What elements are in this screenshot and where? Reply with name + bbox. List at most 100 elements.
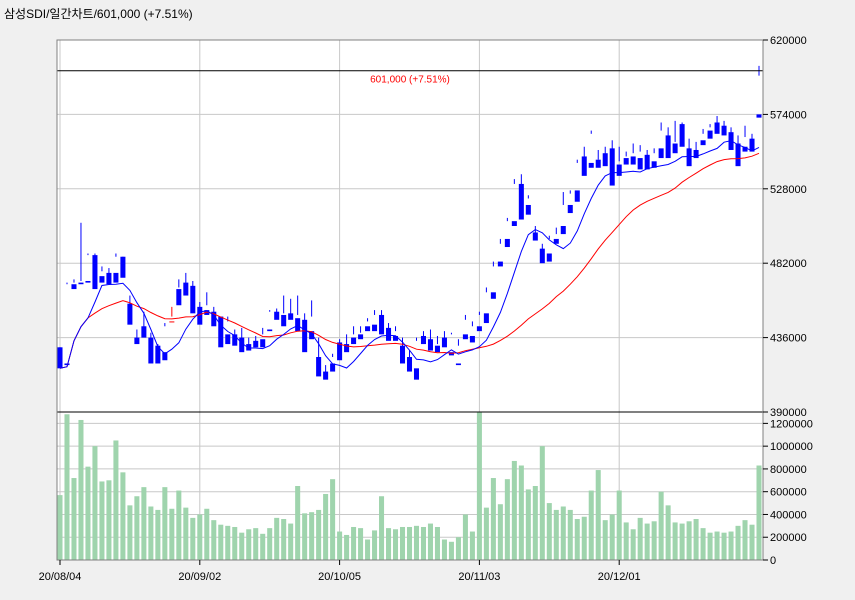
volume-bar [546,503,552,560]
candle-body [218,316,224,348]
candle-body [756,114,762,118]
volume-bar [420,526,426,560]
candle-body [190,285,196,314]
volume-bar [309,512,315,560]
candle-body [749,138,755,152]
candle-body [469,335,475,343]
candle-body [232,334,238,346]
volume-bar [518,465,524,560]
volume-tick-label: 0 [770,555,776,567]
volume-bar [232,526,238,560]
volume-bar [113,440,119,560]
volume-bar [469,531,475,560]
candle-body [267,329,273,332]
volume-bar [553,509,559,560]
candle-body [672,143,678,154]
candle-body [260,339,266,348]
volume-bar [560,506,566,560]
candle-body [288,313,294,320]
candle-body [239,337,245,353]
volume-bar [204,508,210,560]
candle-body [686,148,692,167]
volume-tick-label: 800000 [770,464,807,476]
volume-bar [595,470,601,560]
candle-body [211,311,217,327]
candle-body [574,190,580,202]
candle-body [476,326,482,332]
volume-bar [225,525,231,560]
price-tick-label: 390000 [770,407,807,419]
volume-bar [239,532,245,560]
volume-bar [281,519,287,560]
candle-body [623,158,629,165]
volume-bar [190,517,196,560]
candle-body [651,161,657,168]
candle-body [281,314,287,327]
volume-bar [120,472,126,560]
volume-bar [630,529,636,560]
candle-body [176,289,182,306]
volume-bar [707,532,713,560]
volume-axis: 1200000 1000000 800000 600000 400000 200000 0 [763,418,813,567]
volume-bar [260,533,266,560]
candle-body [106,272,112,285]
volume-bar [532,486,538,560]
volume-bar [644,523,650,560]
candle-body [700,140,706,146]
volume-bar [616,490,622,560]
candle-body [85,280,91,283]
candle-body [462,334,468,340]
candle-body [658,148,664,159]
candle-body [225,334,231,345]
candle-body [141,326,147,338]
volume-bar [351,526,357,560]
volume-bar [434,526,440,560]
moving-average-short [59,140,760,369]
candle-body [616,164,622,176]
volume-bar [602,520,608,560]
candle-body [134,337,140,345]
candle-body [602,153,608,167]
volume-bar [448,541,454,560]
volume-bar [693,519,699,560]
candle-body [246,344,252,351]
candle-body [665,135,671,159]
volume-bar [581,516,587,560]
candle-body [553,238,559,244]
volume-bar [64,414,70,560]
volume-bar [714,531,720,560]
volume-bar [665,505,671,560]
volume-bar [393,529,399,560]
candle-body [127,303,133,325]
candle-body [581,156,587,176]
candle-body [337,342,343,361]
volume-bar [162,487,168,560]
volume-bar [700,528,706,560]
candle-body [323,371,329,380]
candle-body [99,276,105,283]
volume-bar [358,528,364,560]
candle-body [427,339,433,351]
volume-bar [728,531,734,560]
candle-body [57,347,63,369]
candle-body [155,345,161,364]
volume-bars [57,412,762,560]
price-axis: 620000 574000 528000 482000 436000 390000 [763,35,807,419]
volume-bar [218,524,224,560]
candle-body [295,318,301,332]
candle-body [399,345,406,364]
volume-bar [742,520,748,560]
candle-body [630,156,636,165]
candle-body [372,324,378,332]
candle-body [497,261,503,267]
volume-bar [337,531,343,560]
volume-bar [462,514,468,560]
candle-body [162,352,168,361]
volume-bar [183,507,189,560]
volume-bar [441,539,447,560]
candle-body [742,146,748,152]
volume-bar [155,509,161,560]
volume-bar [609,514,615,560]
volume-bar [197,514,203,560]
volume-tick-label: 200000 [770,532,807,544]
